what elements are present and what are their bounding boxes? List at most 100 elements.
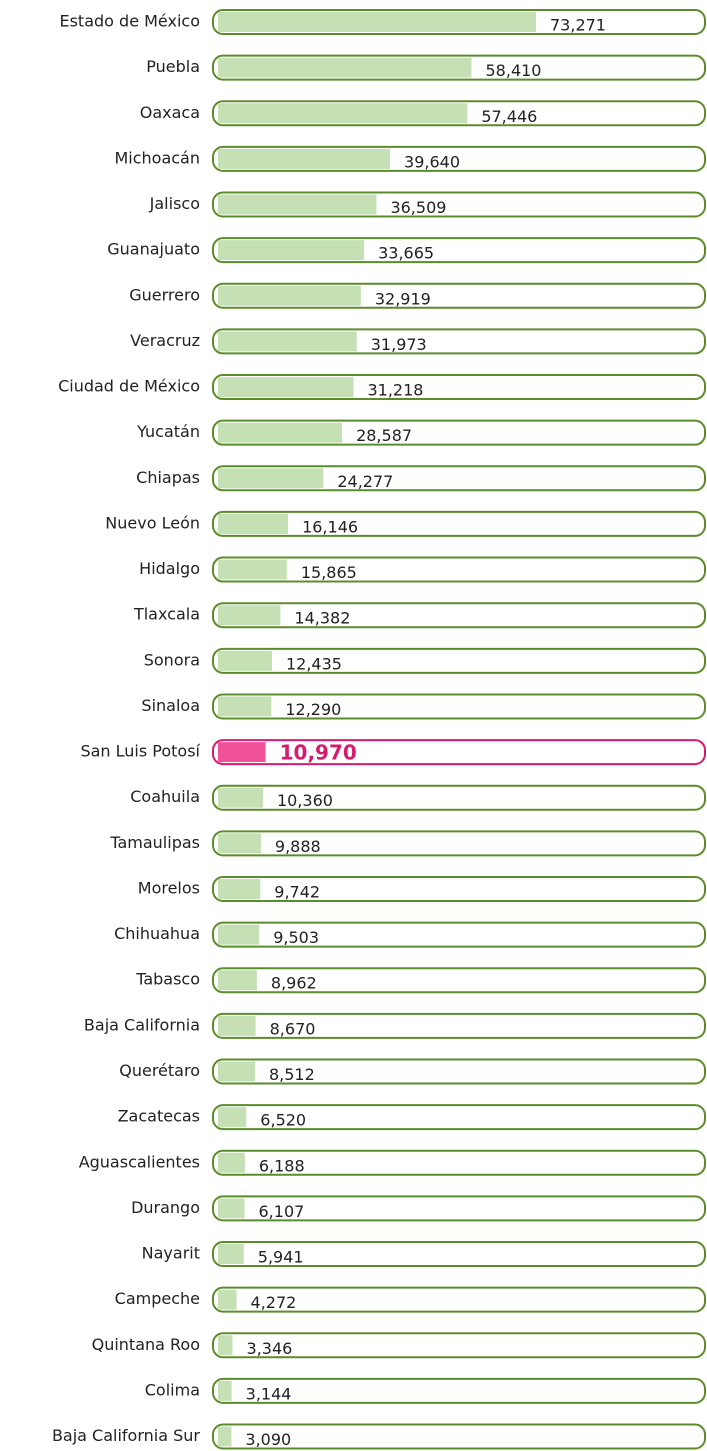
bar-track	[212, 510, 706, 537]
bar	[218, 1426, 232, 1447]
value-label: 3,346	[247, 1339, 293, 1358]
category-label: Oaxaca	[140, 103, 200, 122]
bar	[218, 422, 343, 443]
bar-track	[212, 1332, 706, 1359]
category-label: Baja California Sur	[52, 1426, 200, 1445]
bar	[218, 559, 287, 580]
bar	[218, 12, 536, 32]
bar	[218, 513, 289, 534]
bar	[218, 787, 263, 808]
bar	[218, 1152, 245, 1173]
bar	[218, 240, 365, 261]
bar-track	[212, 465, 706, 492]
value-label: 32,919	[375, 289, 431, 308]
bar-track	[212, 1012, 706, 1039]
value-label: 73,271	[550, 16, 606, 35]
bar	[218, 468, 324, 489]
value-label: 39,640	[404, 152, 460, 171]
value-label: 28,587	[356, 426, 412, 445]
bar	[218, 696, 272, 717]
bar	[218, 1107, 247, 1128]
bar	[218, 1015, 256, 1036]
bar	[218, 878, 261, 899]
bar	[218, 148, 391, 169]
bar-track	[212, 693, 706, 720]
bar	[218, 833, 261, 854]
value-label: 6,188	[259, 1156, 305, 1175]
category-label: Colima	[145, 1380, 200, 1399]
bar-track	[212, 830, 706, 857]
bar-track	[212, 1195, 706, 1222]
category-label: Tabasco	[135, 970, 200, 989]
bar-track	[212, 1241, 706, 1268]
bar-track	[212, 647, 706, 674]
category-label: Sinaloa	[141, 696, 200, 715]
category-label: Michoacán	[114, 148, 200, 167]
value-label: 8,670	[270, 1019, 316, 1038]
bar-track	[212, 1423, 706, 1450]
bar	[218, 194, 377, 215]
category-label: Tlaxcala	[133, 605, 200, 624]
value-label: 36,509	[390, 198, 446, 217]
value-label: 10,970	[280, 741, 357, 765]
value-label: 12,435	[286, 654, 342, 673]
value-label: 12,290	[285, 700, 341, 719]
value-label: 4,272	[251, 1293, 297, 1312]
category-label: Yucatán	[136, 422, 200, 441]
category-label: Coahuila	[130, 787, 200, 806]
bar	[218, 1289, 237, 1310]
bar-track	[212, 602, 706, 629]
bar	[218, 1061, 255, 1082]
bar	[218, 605, 281, 626]
category-label: Estado de México	[59, 12, 200, 31]
category-label: Zacatecas	[118, 1107, 200, 1126]
category-label: Nuevo León	[105, 513, 200, 532]
category-label: Aguascalientes	[79, 1152, 200, 1171]
bar-track	[212, 967, 706, 994]
bar	[218, 377, 354, 398]
value-label: 58,410	[486, 61, 542, 80]
category-label: Veracruz	[130, 331, 200, 350]
value-label: 8,512	[269, 1065, 315, 1084]
bar-track	[212, 1286, 706, 1313]
value-label: 8,962	[271, 974, 317, 993]
bar	[218, 742, 266, 763]
bar	[218, 924, 260, 945]
value-label: 6,107	[259, 1202, 305, 1221]
category-label: Chiapas	[136, 468, 200, 487]
bar	[218, 1198, 245, 1219]
category-label: Hidalgo	[139, 559, 200, 578]
value-label: 33,665	[378, 244, 434, 263]
value-label: 9,503	[273, 928, 319, 947]
value-label: 3,144	[246, 1384, 292, 1403]
bar	[218, 650, 272, 671]
category-label: Morelos	[138, 878, 200, 897]
value-label: 9,742	[274, 882, 320, 901]
bar-track	[212, 1058, 706, 1085]
bar-track	[212, 921, 706, 948]
category-label: Tamaulipas	[109, 833, 200, 852]
bar-track	[212, 1104, 706, 1131]
bar	[218, 57, 472, 78]
category-label: Guanajuato	[107, 240, 200, 259]
value-label: 57,446	[481, 107, 537, 126]
bar	[218, 285, 361, 306]
category-label: Quintana Roo	[92, 1335, 200, 1354]
value-label: 15,865	[301, 563, 357, 582]
category-label: Sonora	[144, 650, 200, 669]
bar-track	[212, 556, 706, 583]
bar	[218, 1244, 244, 1265]
category-label: Puebla	[146, 57, 200, 76]
category-label: Baja California	[84, 1015, 200, 1034]
bar	[218, 1380, 232, 1401]
category-label: Campeche	[115, 1289, 200, 1308]
bar-track	[212, 1149, 706, 1176]
category-label: Chihuahua	[114, 924, 200, 943]
value-label: 31,973	[371, 335, 427, 354]
bar-track	[212, 1377, 706, 1404]
category-label: San Luis Potosí	[80, 742, 200, 761]
value-label: 3,090	[245, 1430, 291, 1449]
bar	[218, 970, 257, 991]
